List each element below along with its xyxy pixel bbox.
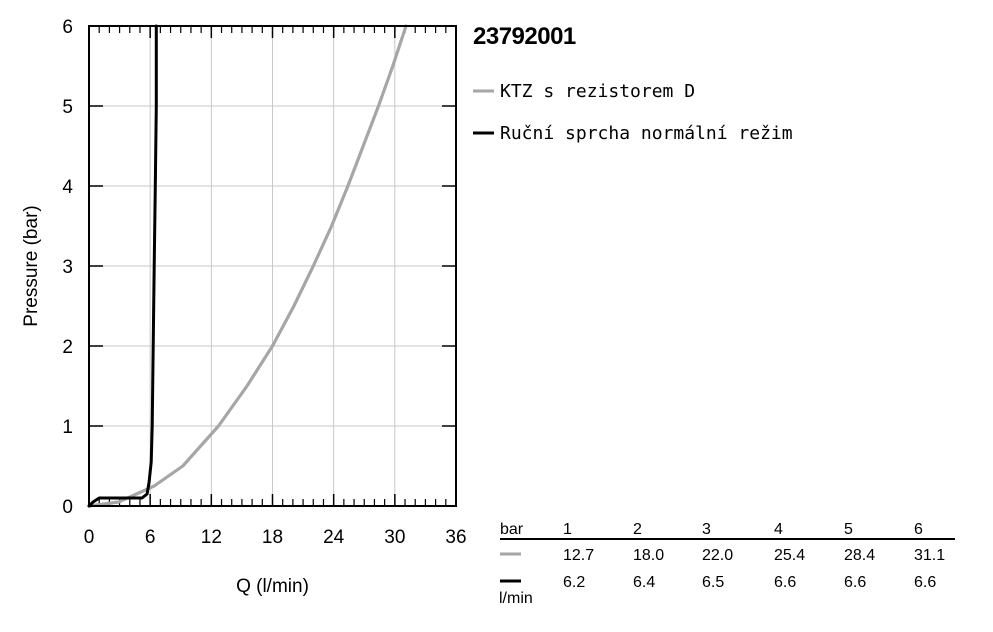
series-lines xyxy=(87,24,408,508)
table-header-pressures: 1 2 3 4 5 6 xyxy=(563,521,923,538)
y-tick-label: 3 xyxy=(62,257,73,278)
table-cell: 18.0 xyxy=(633,547,664,564)
y-tick-label: 5 xyxy=(62,97,73,118)
y-tick-label: 1 xyxy=(62,417,73,438)
table-cell: 6.6 xyxy=(844,574,866,591)
table-header-cell: 5 xyxy=(844,521,853,538)
table-cell: 28.4 xyxy=(844,547,875,564)
table-cell: 6.4 xyxy=(633,574,655,591)
table-unit-label: l/min xyxy=(499,590,533,607)
table-cell: 6.2 xyxy=(563,574,585,591)
table-header-cell: 3 xyxy=(702,521,711,538)
legend-label-rucni-sprcha: Ruční sprcha normální režim xyxy=(500,123,793,144)
flow-table: bar 1 2 3 4 5 6 12.7 18.0 22.0 25.4 28.4 31.1 6.2 6.… xyxy=(499,521,955,607)
table-header-cell: 1 xyxy=(563,521,572,538)
table-cell: 25.4 xyxy=(774,547,805,564)
table-header-cell: 4 xyxy=(774,521,783,538)
table-cell: 6.5 xyxy=(702,574,724,591)
x-tick-label: 12 xyxy=(201,527,222,548)
legend: KTZ s rezistorem D Ruční sprcha normální… xyxy=(473,81,793,144)
table-header-unit-bar: bar xyxy=(500,521,524,538)
table-cell: 6.6 xyxy=(774,574,796,591)
plot-frame xyxy=(88,25,457,507)
y-axis-title: Pressure (bar) xyxy=(21,205,42,326)
table-header-cell: 6 xyxy=(914,521,923,538)
table-cell: 12.7 xyxy=(563,547,594,564)
x-tick-label: 24 xyxy=(323,527,345,548)
x-tick-label: 0 xyxy=(84,527,95,548)
y-tick-label: 2 xyxy=(62,337,73,358)
table-rows: 12.7 18.0 22.0 25.4 28.4 31.1 6.2 6.4 6.5 6.6 6.6 6… xyxy=(500,547,945,591)
x-tick-label: 36 xyxy=(445,527,466,548)
series-line-0 xyxy=(87,24,408,508)
legend-label-ktz: KTZ s rezistorem D xyxy=(500,81,695,102)
y-tick-label: 0 xyxy=(62,497,73,518)
chart-title: 23792001 xyxy=(473,23,576,50)
x-tick-label: 6 xyxy=(145,527,156,548)
series-line-1 xyxy=(87,24,158,508)
table-cell: 31.1 xyxy=(914,547,945,564)
grid xyxy=(89,26,456,506)
y-tick-label: 6 xyxy=(62,17,73,38)
x-axis-title: Q (l/min) xyxy=(236,576,309,597)
table-cell: 6.6 xyxy=(914,574,936,591)
y-tick-label: 4 xyxy=(62,177,73,198)
x-tick-label: 18 xyxy=(262,527,283,548)
table-header-cell: 2 xyxy=(633,521,642,538)
table-cell: 22.0 xyxy=(702,547,733,564)
x-tick-label: 30 xyxy=(384,527,405,548)
